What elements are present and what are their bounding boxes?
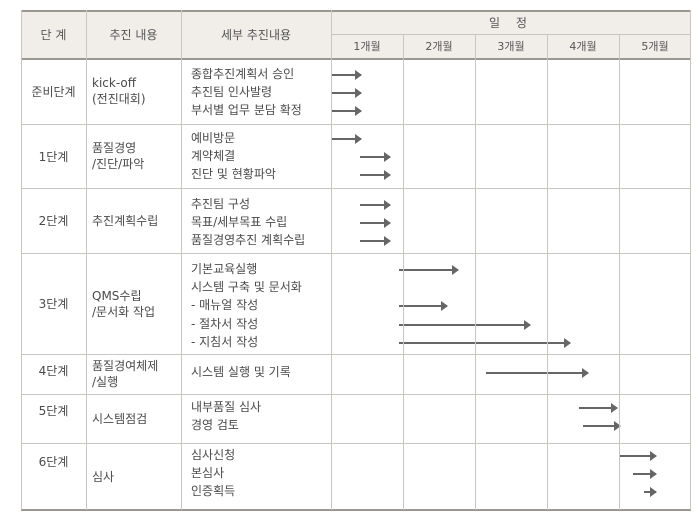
header-month-5: 5개월: [619, 34, 691, 58]
row-content-line: 품질경영: [92, 141, 137, 155]
row-content: kick-off (전진대회): [86, 58, 181, 124]
row-content: QMS수립 /문서화 작업: [86, 253, 181, 354]
timeline-arrow: [359, 152, 391, 163]
timeline-arrow: [359, 218, 391, 229]
row-stage: 3단계: [38, 297, 69, 311]
timeline-arrow: [399, 301, 449, 312]
timeline-arrow: [644, 487, 658, 498]
timeline-arrow: [583, 421, 622, 432]
timeline-arrow: [331, 106, 362, 117]
timeline-arrow: [399, 265, 459, 275]
detail-item: - 지침서 작성: [191, 334, 259, 349]
header-stage: 단 계: [21, 10, 86, 58]
detail-item: 경영 검토: [191, 418, 239, 433]
grid-vline: [690, 10, 691, 510]
timeline-arrow: [331, 88, 362, 99]
header-schedule: 일 정: [331, 10, 691, 34]
detail-item: 목표/세부목표 수립: [191, 215, 288, 230]
detail-item: 예비방문: [191, 131, 236, 145]
detail-item: 부서별 업무 분담 확정: [191, 103, 302, 118]
detail-item: 내부품질 심사: [191, 400, 262, 414]
grid-hline: [21, 354, 691, 355]
grid-hline: [21, 188, 691, 189]
row-content-line: kick-off: [92, 76, 136, 90]
header-content: 추진 내용: [86, 10, 181, 58]
row-content: 품질경영 /진단/파악: [86, 124, 181, 188]
timeline-arrow: [359, 236, 391, 247]
detail-item: 심사신청: [191, 448, 236, 462]
grid-vline: [331, 10, 332, 510]
timeline-arrow: [399, 337, 572, 348]
detail-item: - 절차서 작성: [191, 316, 259, 331]
detail-item: 진단 및 현황파악: [191, 167, 276, 182]
row-stage: 1단계: [38, 149, 69, 164]
timeline-arrow: [331, 70, 362, 80]
row-stage: 5단계: [38, 404, 69, 418]
row-content: 시스템점검: [86, 394, 181, 443]
row-stage: 4단계: [38, 364, 69, 378]
timeline-arrow: [633, 469, 657, 480]
schedule-table: 단 계 추진 내용 세부 추진내용 일 정 1개월 2개월 3개월 4개월 5개…: [21, 10, 691, 511]
grid-vline: [619, 34, 620, 510]
row-content: 품질경여체제 /실행: [86, 354, 181, 394]
row-content-line: /실행: [92, 375, 119, 389]
grid-vline: [475, 34, 476, 510]
detail-item: 추진팀 인사발령: [191, 85, 273, 100]
detail-item: 본심사: [191, 466, 225, 481]
detail-item: 추진팀 구성: [191, 197, 251, 211]
grid-hline: [21, 394, 691, 395]
header-month-1: 1개월: [331, 34, 403, 58]
table-top-border: [21, 10, 691, 12]
grid-vline: [21, 10, 22, 510]
header-details: 세부 추진내용: [181, 10, 331, 58]
row-content-line: (전진대회): [92, 92, 146, 106]
row-content: 심사: [86, 443, 181, 510]
row-content-line: 추진계획수립: [92, 213, 159, 228]
timeline-arrow: [331, 134, 362, 144]
detail-item: - 매뉴얼 작성: [191, 298, 259, 313]
grid-vline: [86, 10, 87, 510]
grid-hline: [21, 443, 691, 444]
row-stage: 6단계: [38, 455, 69, 469]
row-content-line: /진단/파악: [92, 157, 145, 171]
detail-item: 품질경영추진 계획수립: [191, 233, 306, 248]
header-month-3: 3개월: [475, 34, 547, 58]
row-content-line: 품질경여체제: [92, 359, 159, 373]
detail-item: 시스템 실행 및 기록: [191, 365, 291, 379]
grid-vline: [403, 34, 404, 510]
header-bottom-border: [21, 58, 691, 60]
row-content-line: 심사: [92, 469, 115, 484]
row-stage: 2단계: [38, 214, 69, 228]
timeline-arrow: [579, 403, 618, 413]
detail-item: 인증획득: [191, 484, 236, 499]
timeline-arrow: [485, 368, 589, 378]
timeline-arrow: [399, 319, 531, 330]
detail-item: 계약체결: [191, 149, 236, 164]
row-content-line: /문서화 작업: [92, 304, 156, 319]
header-month-2: 2개월: [403, 34, 475, 58]
detail-item: 시스템 구축 및 문서화: [191, 280, 302, 295]
grid-vline: [181, 10, 182, 510]
grid-vline: [547, 34, 548, 510]
header-month-4: 4개월: [547, 34, 619, 58]
table-bottom-border: [21, 509, 691, 511]
detail-item: 종합추진계획서 승인: [191, 67, 295, 81]
row-content-line: QMS수립: [92, 288, 142, 303]
grid-hline: [21, 124, 691, 125]
row-content-line: 시스템점검: [92, 411, 148, 426]
grid-hline: [21, 253, 691, 254]
timeline-arrow: [359, 200, 391, 210]
row-stage: 준비단계: [31, 84, 76, 99]
timeline-arrow: [619, 451, 658, 461]
timeline-arrow: [359, 170, 391, 181]
detail-item: 기본교육실행: [191, 262, 258, 276]
row-content: 추진계획수립: [86, 188, 181, 253]
grid-hline: [331, 34, 691, 35]
